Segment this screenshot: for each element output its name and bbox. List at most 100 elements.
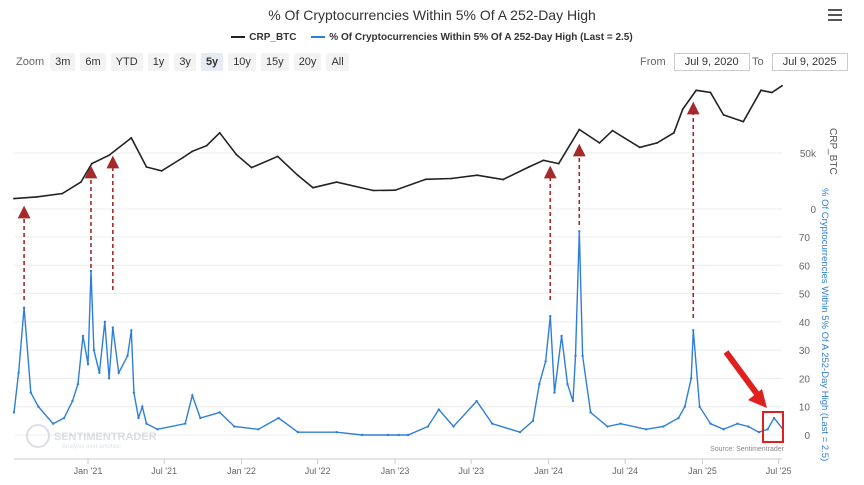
pct-point: [589, 411, 592, 414]
price-point: [372, 189, 375, 192]
pct-point: [361, 433, 364, 437]
from-date-group: From Jul 9, 2020: [640, 53, 750, 71]
pct-point: [117, 371, 120, 374]
legend-swatch-price: [231, 36, 246, 38]
x-tick-label: Jul '25: [766, 466, 792, 476]
from-date-input[interactable]: Jul 9, 2020: [673, 53, 750, 71]
to-date-input[interactable]: Jul 9, 2025: [771, 53, 848, 71]
to-label: To: [752, 56, 764, 68]
price-axis-title: CRP_BTC: [827, 128, 838, 175]
pct-point: [566, 382, 569, 386]
zoom-button-all[interactable]: All: [326, 53, 349, 71]
pct-point: [662, 425, 665, 428]
zoom-button-15y[interactable]: 15y: [260, 53, 289, 71]
price-tick-label: 50k: [800, 149, 817, 160]
price-point: [145, 166, 148, 168]
legend-swatch-pct: [311, 36, 326, 38]
x-tick-label: Jan '22: [227, 466, 256, 476]
pct-point: [199, 416, 202, 420]
pct-point: [766, 428, 769, 431]
price-point: [722, 114, 725, 116]
price-point: [742, 120, 745, 123]
grid-lines: [14, 152, 782, 436]
pct-point: [191, 394, 194, 397]
pct-point: [296, 430, 300, 434]
zoom-button-5y[interactable]: 5y: [200, 53, 224, 71]
pct-point: [722, 428, 725, 431]
pct-point: [277, 416, 280, 420]
pct-point: [644, 428, 648, 431]
legend-item-pct[interactable]: % Of Cryptocurrencies Within 5% Of A 252…: [311, 32, 633, 43]
price-series: [13, 84, 783, 200]
price-point: [35, 196, 38, 198]
pct-tick-label: 40: [799, 318, 811, 329]
zoom-button-6m[interactable]: 6m: [80, 53, 106, 71]
pct-axis-title: % Of Cryptocurrencies Within 5% Of A 252…: [819, 188, 830, 461]
price-line: [13, 85, 783, 200]
price-point: [205, 144, 208, 147]
legend: CRP_BTC % Of Cryptocurrencies Within 5% …: [0, 30, 864, 43]
pct-point: [92, 348, 96, 352]
legend-item-price[interactable]: CRP_BTC: [231, 31, 297, 43]
x-tick-label: Jul '22: [305, 466, 331, 476]
price-point: [557, 162, 560, 165]
pct-point: [406, 433, 410, 437]
watermark-logo: SENTIMENTRADER Analysis over emotion: [26, 424, 157, 450]
pct-tick-label: 50: [799, 290, 811, 301]
zoom-button-3y[interactable]: 3y: [174, 53, 196, 71]
pct-point: [130, 329, 133, 332]
hamburger-menu-icon[interactable]: [828, 9, 842, 21]
pct-point: [689, 377, 693, 380]
price-point: [108, 154, 110, 157]
pct-point: [619, 422, 622, 425]
zoom-button-ytd[interactable]: YTD: [110, 53, 143, 71]
pct-tick-label: 10: [799, 403, 811, 414]
pct-point: [126, 354, 129, 357]
price-point: [13, 197, 15, 200]
legend-label-price: CRP_BTC: [249, 31, 297, 43]
price-point: [476, 174, 478, 177]
pct-point: [12, 411, 16, 414]
pct-point: [683, 405, 687, 408]
pct-tick-label: 20: [799, 374, 811, 385]
annotation-arrows: [17, 101, 784, 443]
highlight-arrow-shaft: [723, 350, 763, 400]
price-point: [656, 142, 658, 144]
pct-point: [29, 391, 33, 394]
zoom-button-3m[interactable]: 3m: [50, 53, 76, 71]
price-point: [673, 131, 675, 134]
zoom-label: Zoom: [16, 56, 45, 68]
pct-point: [437, 408, 440, 411]
price-point: [79, 181, 82, 184]
chart-title: % Of Cryptocurrencies Within 5% Of A 252…: [268, 7, 596, 23]
price-tick-label: 0: [810, 205, 816, 216]
price-point: [450, 177, 453, 180]
zoom-button-10y[interactable]: 10y: [228, 53, 256, 71]
source-note: Source: Sentimentrader: [710, 446, 785, 453]
price-point: [542, 159, 545, 162]
pct-point: [386, 433, 390, 437]
pct-point: [578, 230, 581, 233]
pct-point: [544, 360, 547, 363]
price-point: [90, 162, 93, 165]
x-tick-label: Jul '24: [612, 466, 638, 476]
pct-point: [141, 405, 144, 408]
pct-point: [257, 428, 260, 431]
pct-point: [81, 334, 85, 338]
x-tick-label: Jul '21: [151, 466, 177, 476]
pct-point: [581, 354, 584, 357]
watermark-subtext: Analysis over emotion: [62, 444, 121, 450]
price-point: [527, 166, 530, 168]
pct-tick-label: 0: [804, 431, 810, 442]
highlight-box: [762, 411, 784, 443]
zoom-button-1y[interactable]: 1y: [147, 53, 170, 71]
pct-point: [531, 419, 535, 423]
price-point: [424, 178, 427, 181]
zoom-button-20y[interactable]: 20y: [293, 53, 322, 71]
pct-point: [397, 433, 401, 437]
zoom-buttons: 3m 6m YTD 1y 3y 5y 10y 15y 20y All: [50, 53, 354, 71]
pct-point: [475, 399, 478, 403]
price-point: [771, 91, 773, 94]
from-label: From: [640, 56, 666, 68]
